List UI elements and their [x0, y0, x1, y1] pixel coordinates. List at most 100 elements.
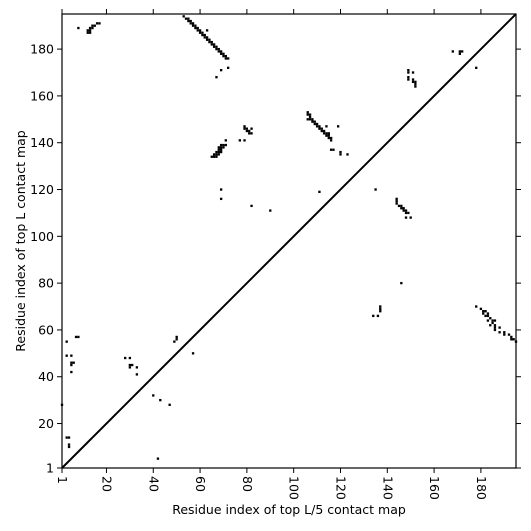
contact-point-upper	[327, 134, 330, 137]
contact-point-upper	[475, 66, 478, 69]
contact-point-upper	[311, 120, 314, 123]
contact-point-upper	[414, 85, 417, 88]
contact-point-lower	[498, 326, 501, 329]
contact-point-lower	[70, 363, 73, 367]
contact-point-upper	[215, 45, 218, 48]
contact-point-lower	[510, 335, 513, 339]
contact-point-upper	[187, 17, 190, 20]
contact-point-upper	[91, 24, 94, 27]
contact-point-upper	[210, 43, 213, 46]
contact-point-upper	[222, 54, 225, 58]
contact-point-upper	[88, 29, 92, 32]
contact-point-lower	[510, 338, 513, 341]
contact-point-upper	[332, 148, 335, 151]
contact-point-lower	[72, 361, 75, 364]
contact-point-upper	[203, 33, 206, 37]
contact-point-upper	[86, 29, 89, 32]
contact-point-upper	[198, 29, 202, 32]
contact-point-upper	[315, 125, 319, 128]
contact-point-upper	[212, 153, 216, 156]
contact-point-upper	[215, 150, 218, 154]
contact-point-upper	[219, 50, 223, 53]
x-tick-label: 20	[99, 476, 114, 492]
contact-point-upper	[217, 50, 220, 53]
contact-point-upper	[313, 120, 316, 123]
contact-point-lower	[493, 319, 497, 322]
contact-point-upper	[205, 29, 209, 32]
contact-point-lower	[507, 333, 511, 336]
contact-point-upper	[250, 127, 253, 130]
x-tick-label: 1	[55, 476, 70, 484]
contact-point-lower	[135, 366, 139, 369]
contact-point-lower	[379, 310, 382, 313]
contact-point-upper	[250, 204, 253, 208]
contact-point-upper	[88, 31, 92, 34]
contact-point-upper	[404, 216, 408, 219]
contact-point-lower	[486, 312, 490, 315]
contact-point-upper	[400, 204, 403, 208]
contact-point-upper	[219, 148, 223, 151]
contact-point-upper	[308, 115, 312, 119]
contact-point-lower	[128, 363, 132, 367]
contact-point-lower	[493, 328, 497, 332]
contact-point-lower	[379, 307, 382, 311]
contact-point-upper	[409, 216, 412, 219]
contact-point-upper	[198, 31, 202, 34]
contact-point-lower	[376, 314, 380, 318]
contact-point-upper	[224, 143, 227, 147]
contact-point-lower	[175, 335, 178, 339]
y-tick-label: 60	[38, 322, 54, 337]
contact-point-upper	[407, 78, 410, 81]
contact-point-upper	[325, 132, 328, 135]
contact-point-upper	[196, 29, 199, 32]
contact-point-upper	[98, 22, 101, 25]
contact-point-lower	[168, 403, 171, 406]
contact-point-lower	[128, 366, 132, 369]
contact-point-lower	[484, 310, 487, 313]
contact-point-upper	[222, 146, 225, 149]
contact-point-upper	[243, 127, 246, 130]
contact-point-lower	[503, 331, 506, 334]
x-tick-label: 160	[427, 476, 442, 500]
contact-point-lower	[77, 335, 80, 339]
contact-point-upper	[222, 143, 225, 147]
contact-point-upper	[248, 132, 251, 135]
contact-point-upper	[215, 47, 218, 51]
contact-point-upper	[411, 78, 415, 81]
contact-point-lower	[65, 436, 68, 439]
y-tick-label: 160	[30, 88, 54, 103]
contact-point-upper	[215, 76, 218, 79]
contact-point-lower	[493, 324, 497, 327]
contact-point-upper	[95, 22, 99, 25]
contact-point-upper	[224, 54, 227, 58]
contact-point-upper	[329, 139, 333, 142]
contact-point-upper	[339, 153, 342, 156]
contact-point-upper	[222, 52, 225, 55]
contact-point-upper	[196, 26, 199, 30]
contact-point-upper	[243, 139, 246, 142]
contact-point-upper	[245, 129, 249, 133]
contact-point-upper	[329, 148, 333, 151]
contact-point-upper	[212, 43, 216, 46]
contact-point-upper	[86, 31, 89, 34]
contact-point-upper	[318, 127, 321, 130]
contact-point-upper	[77, 26, 80, 30]
contact-point-upper	[238, 139, 242, 142]
contact-point-upper	[306, 111, 309, 114]
contact-point-upper	[402, 209, 405, 212]
contact-point-upper	[217, 148, 220, 151]
contact-point-upper	[184, 17, 188, 20]
y-tick-label: 140	[30, 135, 54, 150]
contact-point-upper	[313, 122, 316, 126]
contact-point-upper	[182, 15, 185, 18]
contact-point-lower	[512, 338, 515, 341]
contact-point-upper	[219, 146, 223, 149]
contact-point-lower	[175, 338, 178, 341]
contact-point-upper	[346, 153, 349, 156]
contact-point-upper	[458, 52, 461, 55]
contact-point-upper	[210, 40, 213, 44]
contact-point-upper	[217, 150, 220, 154]
contact-point-upper	[194, 26, 197, 30]
contact-point-upper	[414, 83, 417, 86]
contact-point-upper	[414, 80, 417, 84]
